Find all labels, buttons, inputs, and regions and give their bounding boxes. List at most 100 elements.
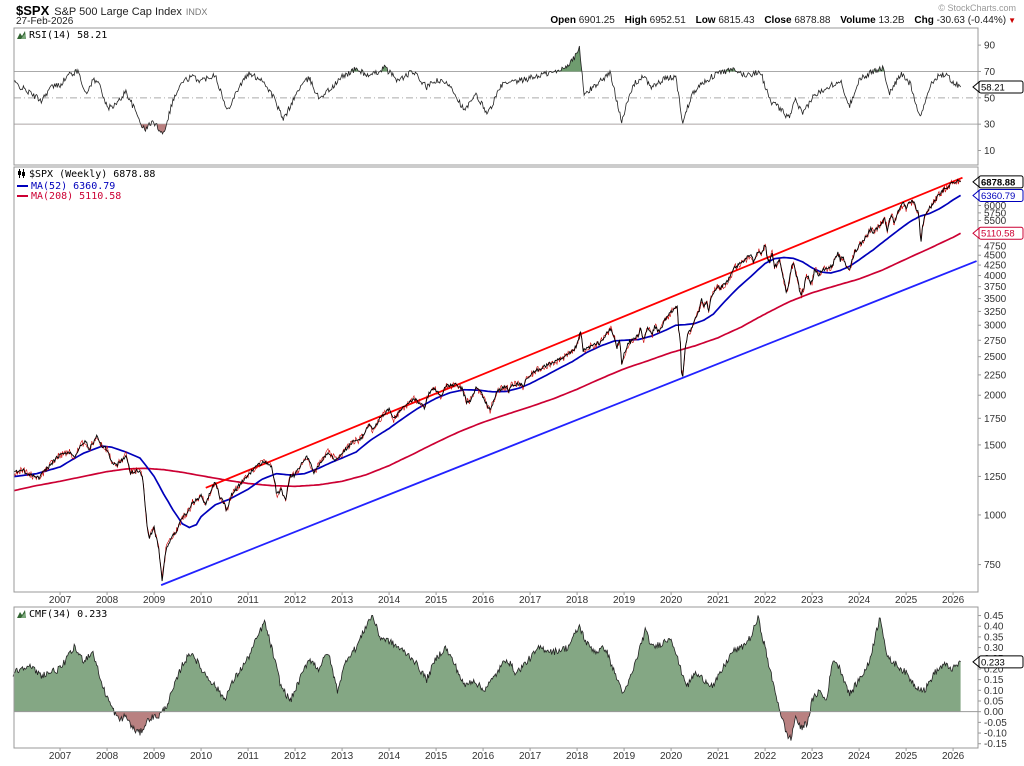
svg-text:3000: 3000 — [984, 321, 1007, 332]
rsi-panel-border — [13, 27, 979, 166]
svg-text:750: 750 — [984, 560, 1001, 571]
svg-text:30: 30 — [984, 120, 996, 131]
low-value: 6815.43 — [718, 15, 755, 26]
change-label: Chg — [914, 15, 934, 26]
svg-text:2009: 2009 — [143, 595, 166, 606]
svg-text:0.45: 0.45 — [984, 611, 1004, 622]
quote-summary: Open 6901.25 High 6952.51 Low 6815.43 Cl… — [543, 15, 1016, 26]
price-panel-border — [13, 166, 979, 593]
svg-text:90: 90 — [984, 41, 996, 52]
svg-text:50: 50 — [984, 93, 996, 104]
ma52-line-swatch — [17, 184, 28, 187]
cmf-panel: 0.450.400.350.300.250.200.150.100.050.00… — [12, 606, 1024, 762]
svg-text:6000: 6000 — [984, 201, 1007, 212]
svg-text:58.21: 58.21 — [981, 83, 1005, 94]
price-legend-label: $SPX (Weekly) 6878.88 — [29, 169, 156, 180]
cmf-axis-labels: 0.450.400.350.300.250.200.150.100.050.00… — [972, 611, 1024, 750]
ma208-legend-label: MA(208) 5110.58 — [31, 191, 122, 202]
svg-text:2018: 2018 — [566, 751, 589, 762]
change-value: -30.63 (-0.44%) — [936, 15, 1007, 26]
svg-text:2750: 2750 — [984, 336, 1007, 347]
low-label: Low — [695, 15, 716, 26]
svg-text:2020: 2020 — [660, 595, 683, 606]
cmf-positive-area — [14, 615, 961, 712]
svg-text:4250: 4250 — [984, 261, 1007, 272]
area-chart-icon — [17, 30, 26, 43]
svg-text:2021: 2021 — [707, 595, 730, 606]
svg-text:0.10: 0.10 — [984, 686, 1004, 697]
rsi-legend: RSI(14) 58.21 — [17, 30, 107, 43]
svg-text:2250: 2250 — [984, 370, 1007, 381]
svg-text:2000: 2000 — [984, 391, 1007, 402]
chart-date: 27-Feb-2026 — [16, 16, 74, 27]
copyright-notice: © StockCharts.com — [938, 3, 1016, 13]
rsi-oversold-fill — [140, 124, 167, 134]
svg-text:2011: 2011 — [237, 751, 259, 762]
svg-text:5110.58: 5110.58 — [981, 229, 1015, 240]
svg-text:5500: 5500 — [984, 216, 1007, 227]
svg-text:2017: 2017 — [519, 595, 542, 606]
svg-text:10: 10 — [984, 146, 996, 157]
svg-text:1750: 1750 — [984, 414, 1007, 425]
svg-text:2016: 2016 — [472, 595, 495, 606]
svg-text:2024: 2024 — [848, 595, 871, 606]
svg-text:2012: 2012 — [284, 595, 307, 606]
svg-text:2022: 2022 — [754, 751, 777, 762]
price-legend: $SPX (Weekly) 6878.88 MA(52) 6360.79 MA(… — [17, 169, 155, 203]
svg-text:0.00: 0.00 — [984, 707, 1004, 718]
svg-text:4750: 4750 — [984, 241, 1007, 252]
ma208-line — [14, 232, 962, 492]
svg-text:0.40: 0.40 — [984, 622, 1004, 633]
price-series — [14, 178, 961, 582]
svg-text:3500: 3500 — [984, 294, 1007, 305]
svg-text:4500: 4500 — [984, 251, 1007, 262]
cmf-xaxis: 2007 2008 2009 2010 2011 2012 2013 2014 2015 2016… — [49, 748, 965, 762]
high-label: High — [624, 15, 647, 26]
ma208-line-swatch — [17, 195, 28, 197]
svg-text:2007: 2007 — [49, 751, 72, 762]
volume-label: Volume — [840, 15, 876, 26]
svg-text:2019: 2019 — [613, 751, 636, 762]
svg-text:2010: 2010 — [190, 751, 213, 762]
svg-text:2018: 2018 — [566, 595, 589, 606]
rsi-panel: 90 70 50 30 10 58.21 — [13, 27, 1024, 166]
svg-text:2025: 2025 — [895, 751, 918, 762]
svg-text:2014: 2014 — [378, 751, 401, 762]
svg-text:2009: 2009 — [143, 751, 166, 762]
area-chart-icon — [17, 609, 26, 622]
upper-channel-trendline — [205, 176, 963, 489]
ticker-symbol: $SPX — [16, 3, 50, 18]
open-value: 6901.25 — [578, 15, 615, 26]
svg-text:0.05: 0.05 — [984, 697, 1004, 708]
svg-text:1000: 1000 — [984, 510, 1007, 521]
rsi-legend-label: RSI(14) 58.21 — [29, 30, 108, 41]
cmf-legend-label: CMF(34) 0.233 — [29, 609, 108, 620]
svg-text:2021: 2021 — [707, 751, 730, 762]
svg-text:2024: 2024 — [848, 751, 871, 762]
ma52-line — [14, 194, 962, 529]
svg-text:-0.05: -0.05 — [984, 718, 1007, 729]
rsi-line — [14, 45, 961, 135]
svg-text:-0.15: -0.15 — [984, 739, 1007, 750]
svg-text:0.233: 0.233 — [981, 657, 1005, 668]
open-label: Open — [550, 15, 576, 26]
svg-text:70: 70 — [984, 67, 996, 78]
candlestick-icon — [17, 169, 26, 182]
change-down-icon[interactable]: ▼ — [1008, 16, 1016, 25]
chart-header: $SPX S&P 500 Large Cap Index INDX — [16, 2, 207, 20]
svg-text:2012: 2012 — [284, 751, 307, 762]
svg-text:2026: 2026 — [942, 595, 965, 606]
svg-text:6360.79: 6360.79 — [981, 191, 1015, 202]
volume-value: 13.2B — [878, 15, 905, 26]
svg-text:2023: 2023 — [801, 595, 824, 606]
svg-text:2026: 2026 — [942, 751, 965, 762]
svg-text:2025: 2025 — [895, 595, 918, 606]
lower-channel-trendline — [160, 260, 977, 586]
svg-text:3250: 3250 — [984, 307, 1007, 318]
svg-text:6878.88: 6878.88 — [981, 177, 1015, 188]
svg-text:2013: 2013 — [331, 751, 354, 762]
